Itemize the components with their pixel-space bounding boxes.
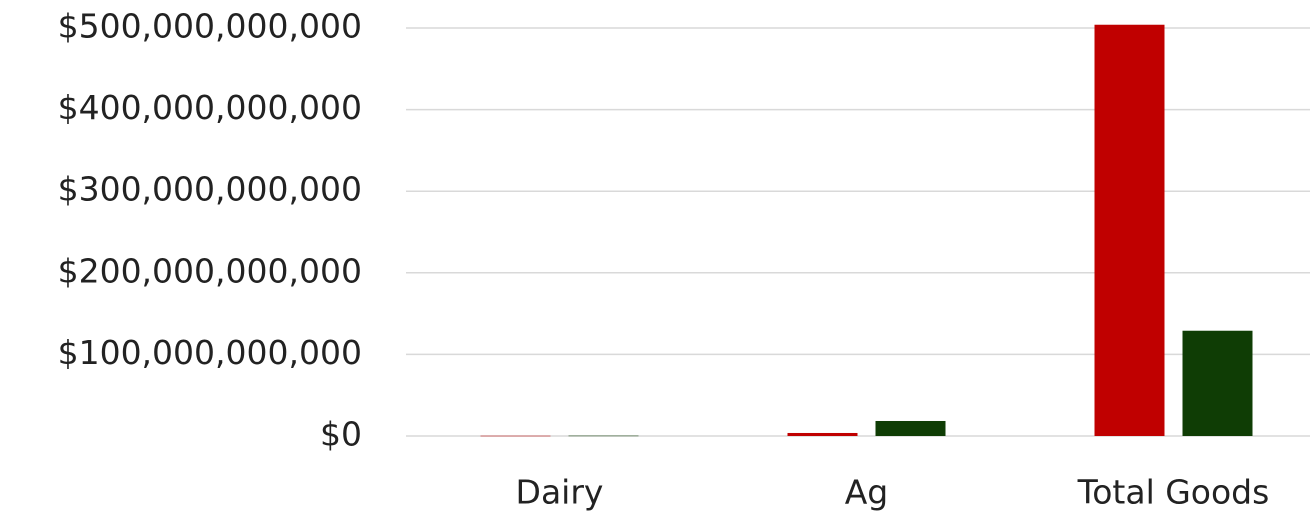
bar <box>568 435 639 437</box>
x-tick-label: Dairy <box>516 473 604 512</box>
x-tick-label: Total Goods <box>1077 473 1270 512</box>
bar <box>480 435 551 437</box>
y-tick-label: $100,000,000,000 <box>58 333 362 372</box>
bar <box>1094 24 1165 437</box>
y-tick-label: $300,000,000,000 <box>58 170 362 209</box>
bar <box>1182 330 1253 436</box>
y-tick-label: $500,000,000,000 <box>58 7 362 46</box>
y-tick-label: $0 <box>320 415 362 454</box>
bar <box>787 432 858 436</box>
x-tick-label: Ag <box>845 473 889 512</box>
y-tick-label: $400,000,000,000 <box>58 88 362 127</box>
y-tick-label: $200,000,000,000 <box>58 251 362 290</box>
bar <box>875 420 946 436</box>
